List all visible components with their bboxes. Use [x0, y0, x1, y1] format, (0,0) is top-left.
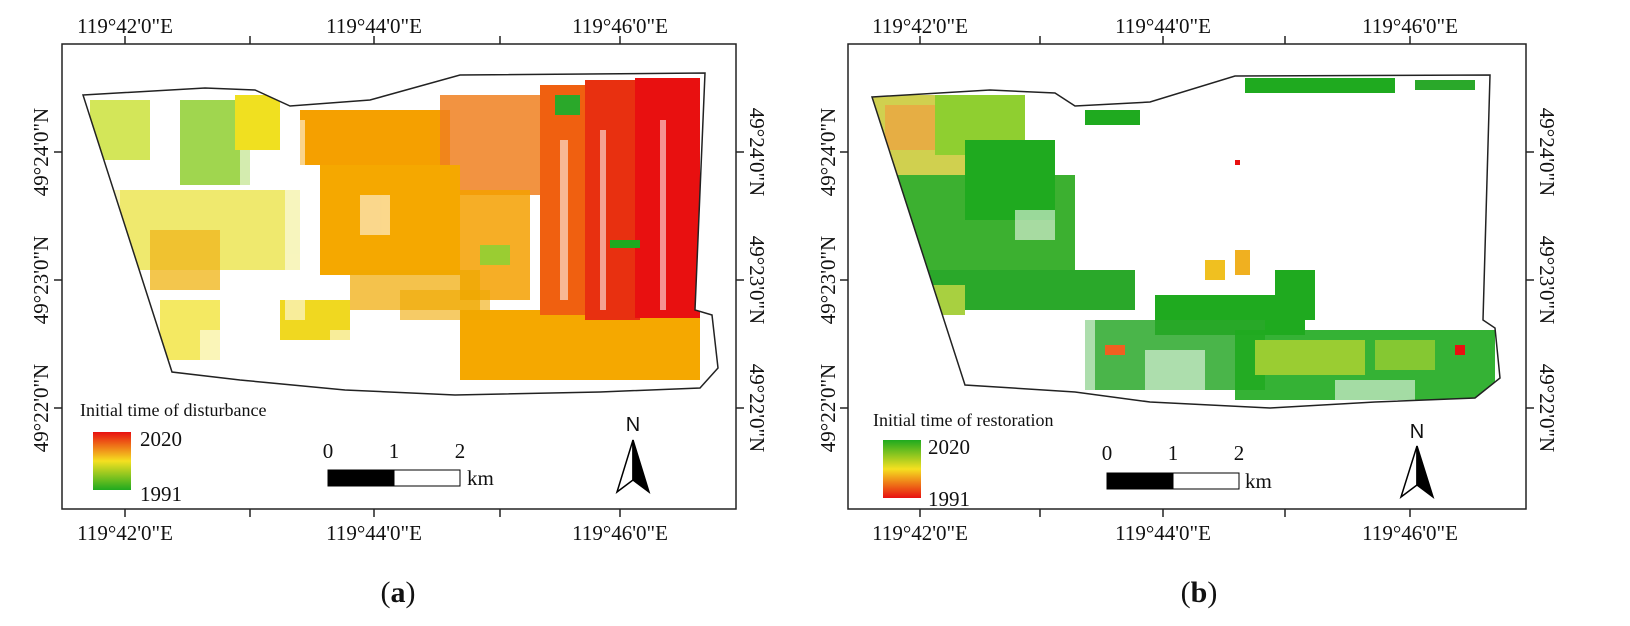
caption-a: (a)	[380, 576, 416, 609]
caption-b: (b)	[1180, 576, 1218, 609]
lat-label-left-1: 49°24'0"N	[29, 108, 53, 196]
north-arrow-icon: N	[1399, 421, 1435, 499]
lat-label-left-3: 49°22'0"N	[816, 364, 840, 452]
scale-label-2: 2	[1234, 441, 1245, 465]
lon-label-top-1: 119°42'0"E	[872, 14, 968, 38]
scale-label-2: 2	[455, 439, 466, 463]
lat-label-right-1: 49°24'0"N	[745, 108, 769, 196]
lon-label-bottom-2: 119°44'0"E	[326, 521, 422, 545]
lon-label-bottom-3: 119°46'0"E	[572, 521, 668, 545]
scale-unit: km	[467, 466, 494, 490]
disturbance-raster	[90, 78, 700, 390]
study-area-boundary	[81, 72, 719, 396]
legend-color-ramp	[883, 440, 921, 498]
lon-label-bottom-1: 119°42'0"E	[872, 521, 968, 545]
lat-label-right-3: 49°22'0"N	[745, 364, 769, 452]
lat-label-left-3: 49°22'0"N	[29, 364, 53, 452]
map-panel-a: 119°42'0"E 119°44'0"E 119°46'0"E 119°42'…	[29, 14, 769, 609]
lat-label-left-2: 49°23'0"N	[816, 236, 840, 324]
map-frame	[61, 43, 737, 510]
lon-label-top-3: 119°46'0"E	[572, 14, 668, 38]
legend-bottom-value: 1991	[140, 482, 182, 506]
scale-unit: km	[1245, 469, 1272, 493]
legend-color-ramp	[93, 432, 131, 490]
legend-top-value: 2020	[140, 427, 182, 451]
lon-label-top-2: 119°44'0"E	[326, 14, 422, 38]
legend-bottom-value: 1991	[928, 487, 970, 511]
north-label: N	[626, 414, 640, 436]
map-panel-b: 119°42'0"E 119°44'0"E 119°46'0"E 119°42'…	[815, 0, 1630, 626]
scale-label-1: 1	[389, 439, 400, 463]
lon-label-bottom-1: 119°42'0"E	[77, 521, 173, 545]
restoration-raster	[872, 78, 1495, 400]
lat-label-right-3: 49°22'0"N	[1535, 364, 1559, 452]
lat-label-left-2: 49°23'0"N	[29, 236, 53, 324]
scale-label-0: 0	[323, 439, 334, 463]
legend-top-value: 2020	[928, 435, 970, 459]
scale-bar-white	[393, 469, 461, 487]
lat-label-right-2: 49°23'0"N	[1535, 236, 1559, 324]
lat-label-right-1: 49°24'0"N	[1535, 108, 1559, 196]
lon-label-bottom-3: 119°46'0"E	[1362, 521, 1458, 545]
lon-label-top-3: 119°46'0"E	[1362, 14, 1458, 38]
scale-bar-black	[327, 469, 395, 487]
map-frame	[847, 43, 1527, 510]
lon-label-bottom-2: 119°44'0"E	[1115, 521, 1211, 545]
scale-bar-white	[1172, 472, 1240, 490]
legend-title: Initial time of disturbance	[80, 400, 266, 420]
north-arrow-icon: N	[615, 414, 651, 494]
map-a-svg: 119°42'0"E 119°44'0"E 119°46'0"E 119°42'…	[29, 14, 769, 545]
lon-label-top-1: 119°42'0"E	[77, 14, 173, 38]
study-area-boundary	[870, 74, 1501, 409]
north-label: N	[1410, 421, 1424, 443]
lon-label-top-2: 119°44'0"E	[1115, 14, 1211, 38]
lat-label-right-2: 49°23'0"N	[745, 236, 769, 324]
map-b-svg: 119°42'0"E 119°44'0"E 119°46'0"E 119°42'…	[816, 14, 1559, 545]
legend-title: Initial time of restoration	[873, 410, 1053, 430]
lat-label-left-1: 49°24'0"N	[816, 108, 840, 196]
scale-bar-black	[1106, 472, 1174, 490]
scale-label-1: 1	[1168, 441, 1179, 465]
scale-label-0: 0	[1102, 441, 1113, 465]
